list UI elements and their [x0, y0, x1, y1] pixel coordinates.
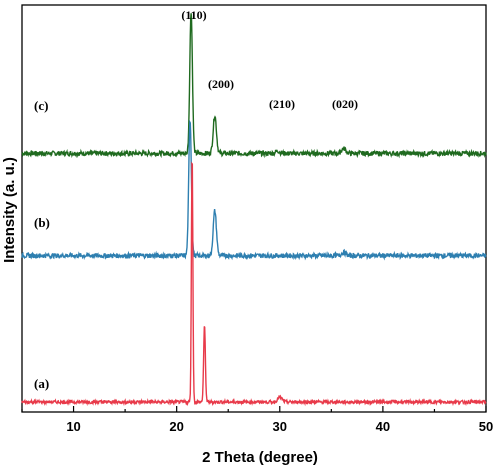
- plot-frame: [21, 4, 487, 413]
- peak-label-200: (200): [208, 77, 234, 91]
- x-tick-label: 40: [376, 419, 390, 434]
- x-tick-label: 30: [273, 419, 287, 434]
- y-axis-title: Intensity (a. u.): [1, 157, 18, 263]
- series-line-1: [21, 119, 487, 261]
- x-axis-title: 2 Theta (degree): [202, 449, 318, 466]
- series-lines: [21, 13, 487, 407]
- peak-label-020: (020): [332, 97, 358, 111]
- series-label-c: (c): [34, 98, 48, 113]
- x-axis-ticks: 10 20 30 40 50: [21, 406, 493, 434]
- x-tick-label: 20: [169, 419, 183, 434]
- x-tick-label: 10: [66, 419, 80, 434]
- series-line-0: [21, 13, 487, 159]
- series-label-b: (b): [34, 215, 50, 230]
- peak-label-110: (110): [181, 8, 206, 22]
- peak-label-210: (210): [269, 97, 295, 111]
- x-tick-label: 50: [479, 419, 493, 434]
- series-line-2: [21, 161, 487, 407]
- series-label-a: (a): [34, 376, 49, 391]
